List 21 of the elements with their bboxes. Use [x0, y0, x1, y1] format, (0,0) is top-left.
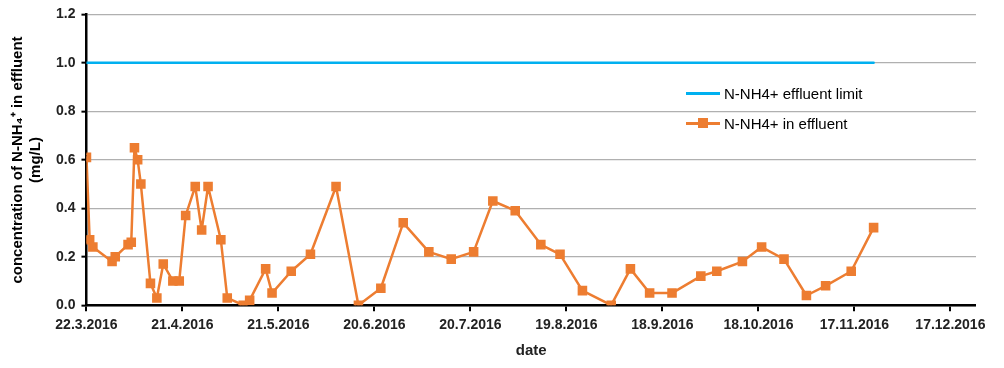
x-tick-label: 21.5.2016: [247, 316, 310, 333]
x-tick-label: 20.6.2016: [343, 316, 406, 333]
x-tick-label: 22.3.2016: [55, 316, 118, 333]
legend-label: N-NH4+ effluent limit: [724, 84, 863, 102]
x-tick-label: 19.8.2016: [535, 316, 598, 333]
y-axis-title: concentration of N-NH₄⁺ in effluent (mg/L): [8, 35, 44, 286]
y-tick-label: 0.6: [55, 150, 76, 167]
y-tick-label: 0.0: [55, 296, 76, 313]
x-axis-title: date: [515, 341, 547, 359]
y-tick-label: 0.4: [55, 199, 76, 216]
x-tick-label: 21.4.2016: [151, 316, 214, 333]
x-tick-label: 17.11.2016: [819, 316, 890, 333]
x-tick-label: 18.10.2016: [723, 316, 794, 333]
y-tick-label: 0.8: [55, 102, 76, 119]
legend-label: N-NH4+ in effluent: [724, 114, 848, 132]
x-tick-label: 17.12.2016: [915, 316, 986, 333]
y-tick-label: 1.2: [55, 5, 76, 22]
x-tick-label: 18.9.2016: [631, 316, 694, 333]
x-tick-label: 20.7.2016: [439, 316, 502, 333]
y-tick-label: 1.0: [55, 53, 76, 70]
y-tick-label: 0.2: [55, 247, 76, 264]
